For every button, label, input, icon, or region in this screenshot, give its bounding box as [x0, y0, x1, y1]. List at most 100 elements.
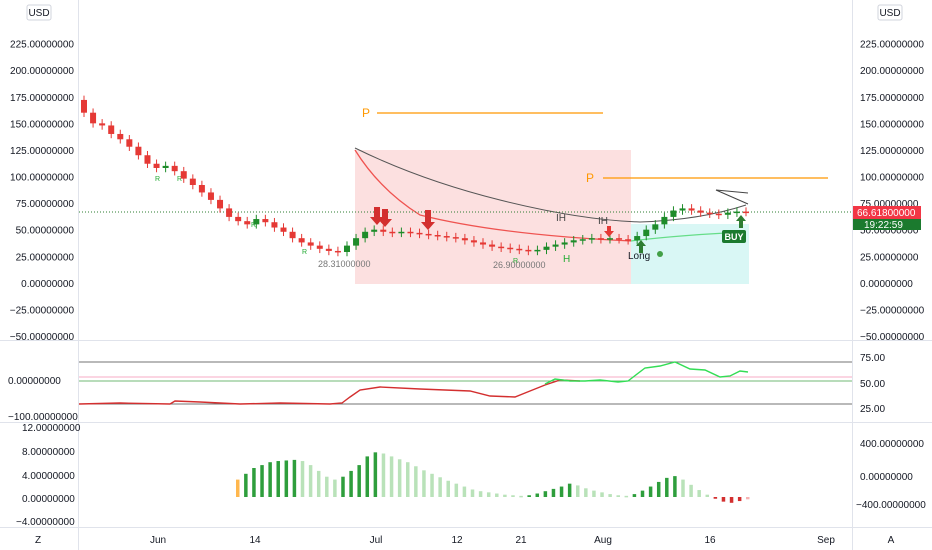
candle: [189, 178, 196, 186]
candle: [198, 185, 205, 193]
histogram-bar: [486, 492, 491, 497]
candle: [180, 171, 187, 179]
candle: [207, 192, 214, 200]
candle: [380, 229, 387, 232]
candle: [452, 237, 459, 239]
r-label-4: R: [302, 249, 307, 256]
histogram-bar: [397, 459, 402, 497]
candle: [371, 229, 378, 232]
time-tick: Aug: [594, 535, 612, 546]
candle: [144, 155, 151, 164]
histogram-bar: [454, 483, 459, 497]
candle: [634, 236, 641, 241]
candle: [253, 219, 260, 225]
candle: [117, 133, 124, 140]
osc2-right-tick-0: 400.00000000: [860, 439, 924, 450]
right-price-tick: 150.00000000: [860, 119, 924, 130]
time-axis[interactable]: Jun 14 Jul 12 21 Aug 16 Sep: [150, 535, 835, 546]
osc1-line-red: [78, 379, 581, 405]
time-tick: 14: [249, 535, 261, 546]
candle: [670, 210, 677, 217]
buy-signal[interactable]: BUY: [722, 230, 746, 243]
candle: [434, 234, 441, 237]
osc1-left-tick-1: −100.00000000: [8, 412, 78, 423]
histogram-bar: [697, 490, 701, 497]
histogram-bar: [381, 453, 386, 497]
histogram-bar: [713, 497, 718, 499]
currency-label-right: USD: [879, 8, 900, 19]
right-price-tick: 0.00000000: [860, 279, 913, 290]
last-price-value: 66.61800000: [857, 208, 916, 219]
corner-right[interactable]: A: [888, 535, 895, 546]
r-label-3: R: [251, 222, 256, 229]
right-price-tick: −50.00000000: [860, 332, 925, 343]
candle: [226, 208, 233, 217]
histogram-bar: [551, 488, 556, 497]
histogram-bar: [292, 459, 297, 497]
candle: [733, 211, 740, 214]
time-tick: Sep: [817, 535, 835, 546]
histogram-bar: [584, 488, 588, 497]
candle: [353, 238, 360, 246]
histogram-bar: [244, 473, 248, 497]
candle: [470, 240, 477, 243]
right-price-tick: 125.00000000: [860, 146, 924, 157]
r-label-2: R: [177, 176, 182, 183]
last-price-countdown: 19:22:59: [864, 220, 903, 231]
sell-arrows: [370, 207, 614, 237]
ih-label-2: IH: [598, 216, 608, 227]
histogram-bar: [422, 470, 426, 497]
left-price-tick: 0.00000000: [21, 279, 74, 290]
candle: [217, 199, 224, 209]
histogram-bar: [737, 497, 742, 502]
sell-arrow-3: [421, 210, 435, 230]
candle: [398, 231, 405, 234]
currency-badge-right[interactable]: [877, 4, 903, 21]
right-price-tick: 225.00000000: [860, 40, 924, 51]
buy-arrows: [636, 215, 746, 253]
candle: [625, 239, 632, 241]
candle: [416, 232, 423, 235]
h-label: H: [563, 254, 570, 265]
candle: [235, 216, 242, 222]
histogram-bar: [446, 480, 450, 497]
left-price-axis[interactable]: 225.00000000 200.00000000 175.00000000 150.…: [10, 40, 75, 343]
histogram-bar: [389, 456, 394, 497]
right-price-axis[interactable]: 225.00000000 200.00000000 175.00000000 150.…: [860, 40, 925, 343]
currency-badge-left[interactable]: [26, 4, 52, 21]
histogram-bar: [665, 477, 669, 497]
candle: [724, 212, 731, 215]
left-price-tick: 225.00000000: [10, 40, 74, 51]
time-tick: Jul: [370, 535, 383, 546]
left-price-tick: 75.00000000: [16, 199, 75, 210]
histogram-bar: [673, 476, 677, 497]
histogram-bar: [325, 476, 329, 497]
osc1-right-tick-0: 75.00: [860, 353, 885, 364]
corner-left[interactable]: Z: [35, 535, 41, 546]
time-tick: Jun: [150, 535, 166, 546]
p-label-2: P: [586, 171, 594, 185]
time-tick: 21: [515, 535, 527, 546]
candle: [407, 231, 414, 234]
last-price-badge[interactable]: 66.61800000 19:22:59: [853, 206, 921, 231]
histogram-bar: [656, 481, 661, 497]
candle: [108, 125, 115, 134]
histogram-bar: [268, 462, 272, 497]
candle: [126, 139, 133, 147]
histogram-bar: [430, 473, 434, 497]
histogram-bar: [438, 477, 442, 497]
candle: [507, 247, 514, 250]
time-tick: 16: [704, 535, 716, 546]
histogram-bar: [648, 486, 653, 497]
osc2-left-tick-2: 4.00000000: [22, 471, 75, 482]
candle: [489, 244, 496, 247]
left-price-tick: −25.00000000: [10, 305, 75, 316]
histogram-bar: [567, 483, 572, 497]
r-label-1: R: [155, 176, 160, 183]
osc2-right-tick-1: 0.00000000: [860, 472, 913, 483]
histogram-bar: [600, 492, 604, 497]
osc1-left-tick-0: 0.00000000: [8, 376, 61, 387]
histogram-bar: [252, 468, 256, 497]
